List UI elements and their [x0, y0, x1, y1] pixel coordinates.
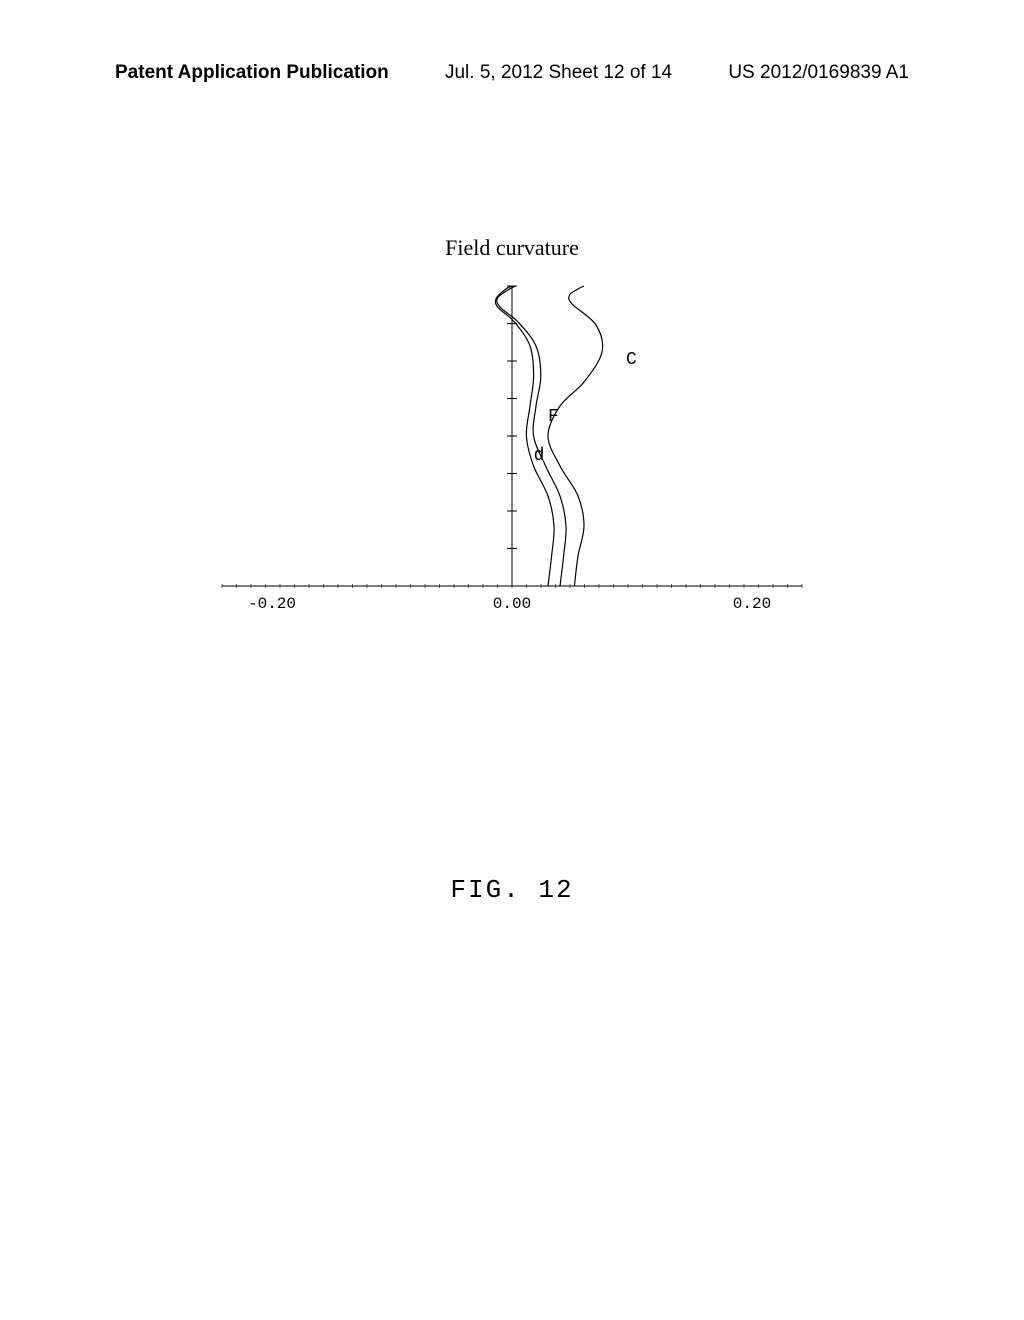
svg-text:-0.20: -0.20 — [248, 595, 296, 613]
svg-text:0.20: 0.20 — [733, 595, 771, 613]
svg-text:C: C — [626, 350, 637, 370]
svg-text:d: d — [534, 446, 545, 466]
header-publication-type: Patent Application Publication — [115, 62, 389, 84]
chart-title: Field curvature — [202, 235, 822, 261]
svg-text:0.00: 0.00 — [493, 595, 531, 613]
figure-label: FIG. 12 — [450, 875, 573, 905]
chart-svg: -0.20 0.00 0.20 C Fd — [202, 276, 822, 636]
page-header: Patent Application Publication Jul. 5, 2… — [0, 62, 1024, 84]
header-patent-number: US 2012/0169839 A1 — [728, 62, 909, 84]
header-date-sheet: Jul. 5, 2012 Sheet 12 of 14 — [445, 62, 672, 84]
field-curvature-chart: Field curvature -0.20 0.00 0.20 C Fd — [202, 235, 822, 636]
svg-text:F: F — [548, 407, 559, 427]
